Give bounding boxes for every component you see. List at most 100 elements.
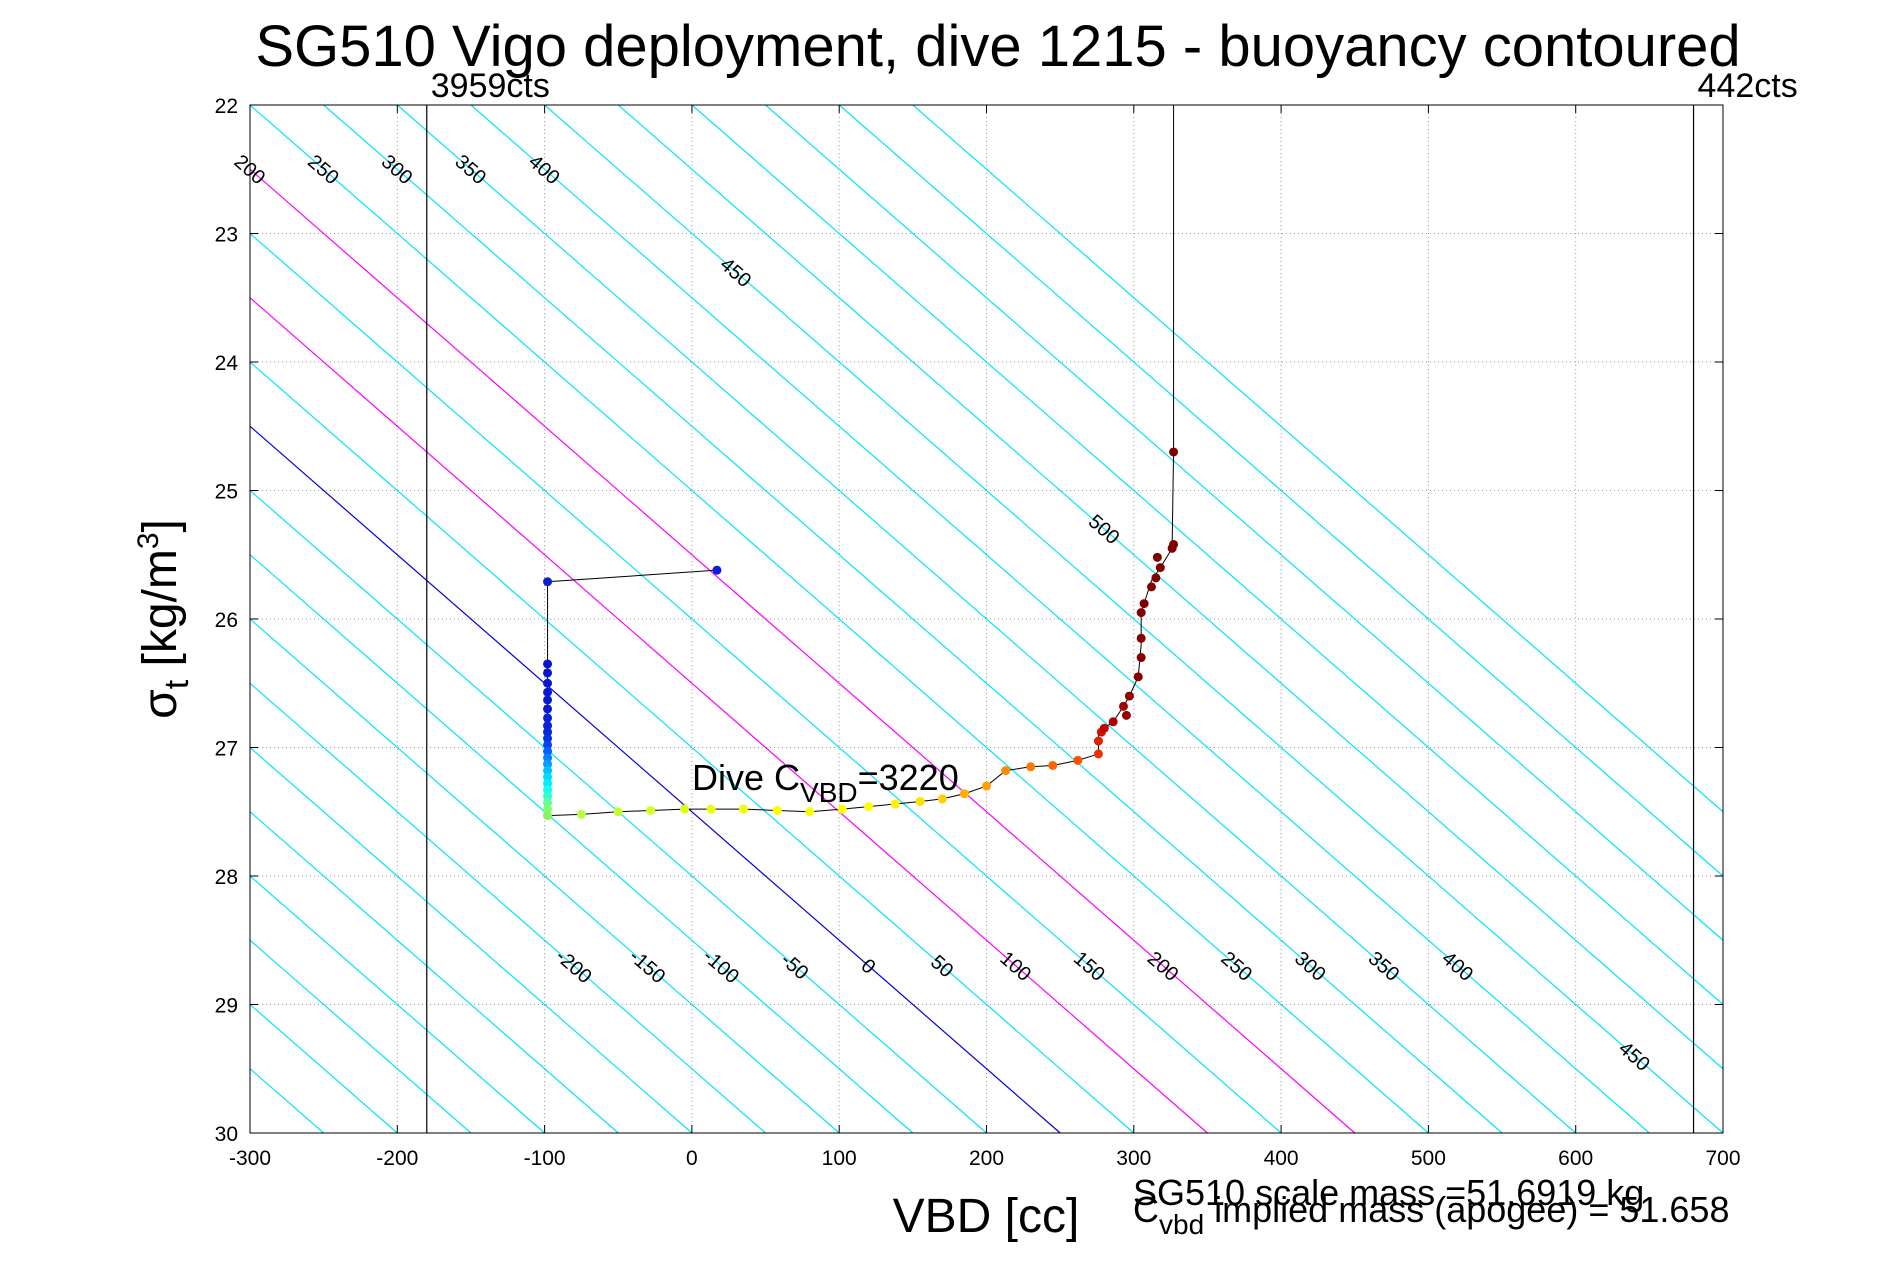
dive-point: [937, 794, 947, 804]
dive-point: [1169, 539, 1179, 549]
dive-point: [1026, 762, 1036, 772]
contour-line: [544, 104, 1724, 1134]
x-tick-label: 300: [1116, 1147, 1151, 1170]
contour-label-top: 200: [230, 151, 270, 190]
dive-point: [1151, 573, 1161, 583]
dive-point: [1121, 710, 1131, 720]
dive-point: [543, 791, 553, 801]
footer-implied-c: C: [1133, 1189, 1159, 1230]
contour-line: [249, 1004, 398, 1134]
dive-point: [1093, 749, 1103, 759]
dive-point: [543, 734, 553, 744]
x-tick-label: 700: [1705, 1147, 1740, 1170]
dive-point: [1169, 447, 1179, 457]
contour-line: [765, 104, 1724, 941]
footer-scale-mass: SG510 scale mass =51.6919 kg: [1133, 1172, 1644, 1213]
contour-line: [617, 104, 1724, 1070]
dive-point: [1124, 691, 1134, 701]
x-axis-label: VBD [cc]: [893, 1190, 1080, 1243]
vbd-limit-label: 3959cts: [431, 67, 550, 105]
y-label-sup: 3: [132, 532, 165, 549]
x-axis-ticks: -300 -200 -100 0 100 200 300 400 500 600 700: [229, 105, 1741, 1170]
dive-point: [915, 796, 925, 806]
dive-cvbd-value: =3220: [858, 757, 959, 798]
contour-line: [249, 1068, 325, 1134]
y-tick-label: 26: [215, 609, 238, 632]
x-tick-label: 200: [969, 1147, 1004, 1170]
dive-point: [837, 804, 847, 814]
contour-line: [249, 233, 1282, 1134]
dive-point: [543, 577, 553, 587]
contour-line: [912, 104, 1724, 813]
vbd-limit-lines: 3959cts 442cts: [426, 67, 1798, 1133]
dive-point: [712, 565, 722, 575]
dive-point: [646, 805, 656, 815]
contour-line: [249, 618, 840, 1134]
dive-point: [1133, 672, 1143, 682]
dive-point: [1093, 736, 1103, 746]
dive-point: [543, 713, 553, 723]
contour-line: [249, 361, 1135, 1134]
x-tick-label: -200: [376, 1147, 418, 1170]
dive-point: [1001, 766, 1011, 776]
contour-line: [249, 554, 914, 1134]
y-label-sigma: σ: [134, 689, 187, 719]
dive-point: [1048, 760, 1058, 770]
dive-point: [543, 766, 553, 776]
x-tick-label: 100: [822, 1147, 857, 1170]
contour-line: [249, 104, 1429, 1134]
contour-line: [249, 747, 693, 1134]
y-tick-label: 25: [215, 481, 238, 504]
dive-point: [543, 704, 553, 714]
dive-cvbd-main: Dive C: [692, 757, 800, 798]
contour-line: [838, 104, 1724, 877]
dive-point: [982, 781, 991, 791]
dive-cvbd-sub: VBD: [800, 777, 858, 808]
x-tick-label: 400: [1264, 1147, 1299, 1170]
y-label-close: ]: [134, 519, 187, 532]
footer-implied-rest: implied mass (apogee) = 51.658: [1204, 1189, 1729, 1230]
y-tick-label: 28: [215, 866, 238, 889]
dive-point: [543, 721, 553, 731]
dive-point: [576, 809, 586, 819]
dive-point: [543, 798, 553, 808]
dive-point: [864, 802, 874, 812]
dive-point: [1136, 608, 1146, 618]
dive-point: [543, 759, 553, 769]
footer-implied-mass: Cvbd implied mass (apogee) = 51.658: [1133, 1189, 1729, 1240]
contour-line: [691, 104, 1724, 1005]
dive-point: [959, 789, 969, 799]
dive-point: [1146, 582, 1156, 592]
dive-point: [1108, 717, 1118, 727]
dive-point: [1073, 755, 1083, 765]
dive-point: [772, 805, 782, 815]
dive-markers: [543, 447, 1179, 821]
dive-point: [1118, 701, 1128, 711]
dive-point: [805, 807, 815, 817]
y-tick-label: 29: [215, 995, 238, 1018]
dive-point: [738, 804, 748, 814]
dive-point: [543, 695, 553, 705]
dive-point: [543, 772, 553, 782]
dive-point: [543, 778, 553, 788]
contour-line: [323, 104, 1503, 1134]
dive-point: [613, 807, 623, 817]
y-tick-label: 27: [215, 738, 238, 761]
contour-line: [249, 682, 766, 1134]
dive-point: [1155, 563, 1165, 573]
buoyancy-contours: [249, 104, 1724, 1134]
dive-point: [543, 659, 553, 669]
dive-point: [1099, 723, 1109, 733]
x-tick-label: -100: [524, 1147, 566, 1170]
dive-point: [680, 804, 690, 814]
dive-point: [543, 668, 553, 678]
x-tick-label: -300: [229, 1147, 271, 1170]
y-axis-ticks: 22 23 24 25 26 27 28 29 30: [215, 95, 1723, 1146]
dive-point: [543, 678, 553, 688]
dive-point: [1152, 552, 1162, 562]
x-tick-label: 500: [1411, 1147, 1446, 1170]
contour-line: [396, 104, 1577, 1134]
dive-point: [543, 727, 553, 737]
dive-point: [543, 687, 553, 697]
